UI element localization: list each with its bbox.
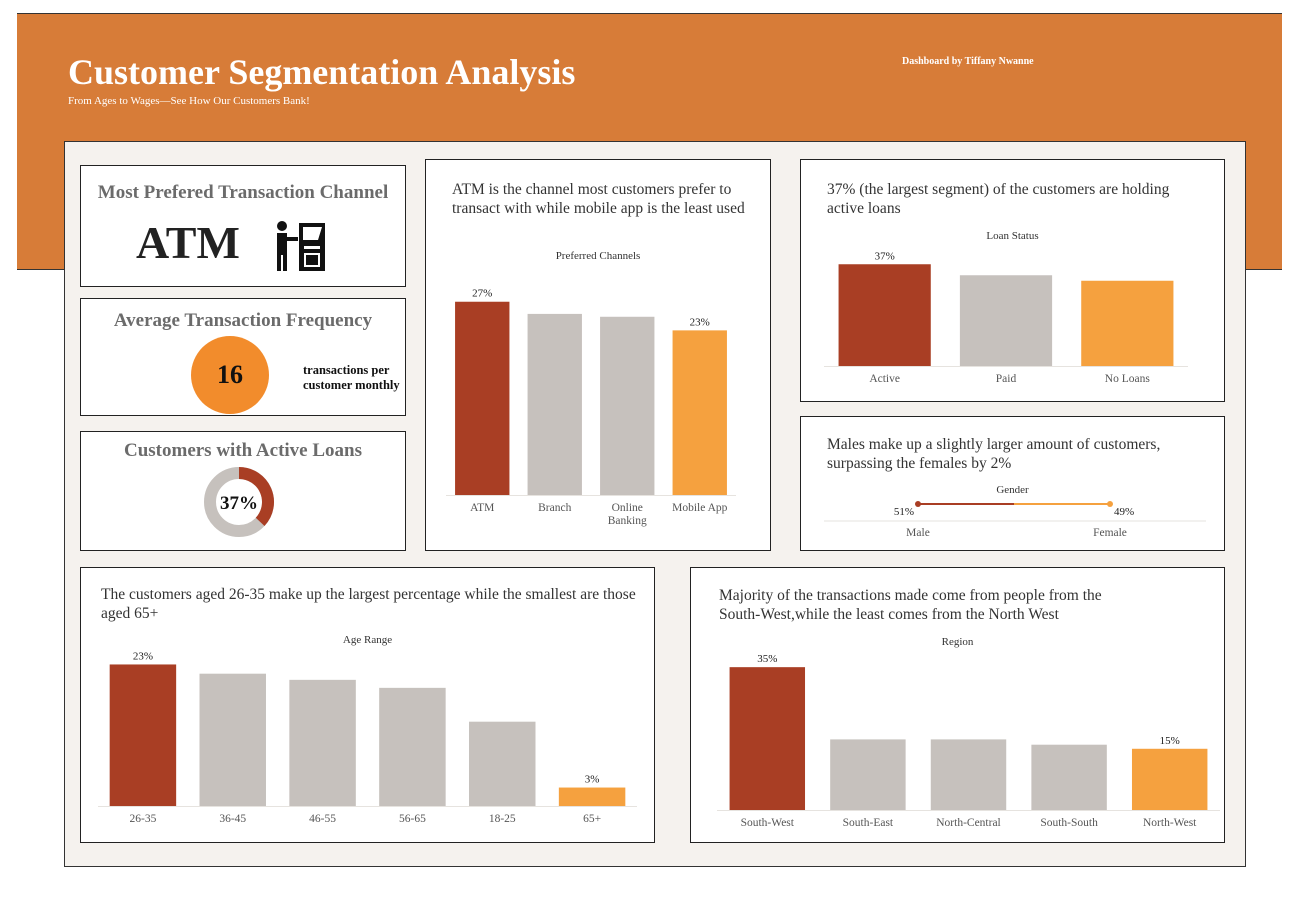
donut-active-arc (238, 467, 274, 526)
tick-label-46-55: 46-55 (309, 813, 336, 825)
bar-active (838, 264, 931, 366)
chart-region: 35% South-West South-East North-Central Sout… (717, 653, 1220, 829)
kpi-loans-value: 37% (220, 493, 258, 514)
insight-region: Majority of the transactions made come f… (719, 587, 1102, 624)
dashboard-subtitle: From Ages to Wages—See How Our Customers… (68, 95, 310, 107)
tick-label-online-banking: Online (612, 502, 643, 514)
chart-title-age: Age Range (342, 634, 393, 646)
chart-title-region: Region (941, 636, 974, 648)
bar-mobile-app (672, 330, 727, 495)
tick-label-south-west: South-West (741, 817, 795, 829)
tick-label-male: Male (906, 527, 930, 539)
bar-18-25 (469, 721, 536, 806)
data-label-mobile-app: 23% (690, 316, 710, 328)
card-loans: 37% (the largest segment) of the custome… (800, 159, 1225, 402)
kpi-card-frequency: Average Transaction Frequency 16 transac… (80, 298, 406, 416)
data-label-atm: 27% (472, 288, 492, 300)
tick-label-online-banking: Banking (608, 515, 647, 527)
kpi-channel-title: Most Prefered Transaction Channel (97, 182, 389, 203)
tick-label-65: 65+ (583, 813, 601, 825)
data-label-north-west: 15% (1160, 735, 1180, 747)
chart-title-gender: Gender (996, 484, 1029, 496)
tick-label-female: Female (1093, 527, 1127, 539)
dashboard-title: Customer Segmentation Analysis (68, 52, 576, 92)
kpi-loans-donut: 37% (204, 467, 274, 537)
bar-46-55 (289, 679, 356, 806)
chart-age: 23% 26-35 36-45 46-55 56-65 18-25 3% 65+ (98, 650, 637, 825)
bar-56-65 (379, 687, 446, 806)
kpi-frequency-title: Average Transaction Frequency (113, 310, 373, 331)
tick-label-36-45: 36-45 (219, 813, 246, 825)
chart-gender: 51% Male 49% Female (824, 501, 1206, 539)
bar-36-45 (199, 673, 266, 806)
bar-26-35 (109, 664, 177, 806)
chart-loans: 37% Active Paid No Loans (824, 250, 1188, 385)
tick-label-south-south: South-South (1040, 817, 1098, 829)
insight-channels: ATM is the channel most customers prefer… (452, 181, 745, 218)
data-label-65: 3% (585, 774, 600, 786)
kpi-loans-title: Customers with Active Loans (123, 440, 363, 461)
tick-label-active: Active (869, 373, 900, 385)
bar-branch (527, 313, 582, 495)
tick-label-no-loans: No Loans (1105, 373, 1151, 385)
kpi-frequency-caption: transactions per customer monthly (303, 363, 400, 392)
card-gender: Males make up a slightly larger amount o… (800, 416, 1225, 551)
bar-paid (959, 275, 1053, 366)
card-age: The customers aged 26-35 make up the lar… (80, 567, 655, 843)
bar-atm (455, 301, 510, 495)
bar-south-west (729, 667, 806, 810)
tick-label-mobile-app: Mobile App (672, 502, 728, 514)
atm-person-icon (277, 221, 325, 271)
kpi-channel-value: ATM (136, 217, 240, 268)
card-channels: ATM is the channel most customers prefer… (425, 159, 771, 551)
kpi-card-channel: Most Prefered Transaction Channel ATM (80, 165, 406, 287)
insight-gender: Males make up a slightly larger amount o… (827, 436, 1161, 473)
chart-title-loans: Loan Status (986, 230, 1039, 242)
tick-label-paid: Paid (996, 373, 1017, 385)
tick-label-north-central: North-Central (936, 817, 1001, 829)
bar-south-south (1031, 744, 1107, 810)
card-region: Majority of the transactions made come f… (690, 567, 1225, 843)
tick-label-26-35: 26-35 (129, 813, 156, 825)
tick-label-56-65: 56-65 (399, 813, 426, 825)
data-label-26-35: 23% (133, 650, 153, 662)
bar-65 (558, 787, 626, 806)
data-label-male: 51% (894, 506, 914, 518)
insight-loans: 37% (the largest segment) of the custome… (827, 181, 1170, 218)
data-label-active: 37% (875, 250, 895, 262)
bar-no-loans (1081, 280, 1174, 366)
tick-label-18-25: 18-25 (489, 813, 516, 825)
bar-north-central (930, 739, 1007, 810)
data-label-female: 49% (1114, 506, 1134, 518)
tick-label-atm: ATM (470, 502, 494, 514)
bar-south-east (830, 739, 906, 810)
kpi-frequency-circle: 16 (191, 336, 269, 414)
tick-label-north-west: North-West (1143, 817, 1197, 829)
point-male (915, 501, 921, 507)
kpi-frequency-value: 16 (217, 360, 243, 389)
point-female (1107, 501, 1113, 507)
bar-north-west (1131, 748, 1208, 810)
dashboard-byline: Dashboard by Tiffany Nwanne (902, 56, 1034, 67)
tick-label-south-east: South-East (843, 817, 894, 829)
data-label-south-west: 35% (757, 653, 777, 665)
kpi-card-loans: Customers with Active Loans 37% (80, 431, 406, 551)
bar-online-banking (600, 316, 655, 495)
insight-age: The customers aged 26-35 make up the lar… (101, 586, 636, 623)
tick-label-branch: Branch (538, 502, 571, 514)
chart-title-channels: Preferred Channels (555, 250, 641, 262)
